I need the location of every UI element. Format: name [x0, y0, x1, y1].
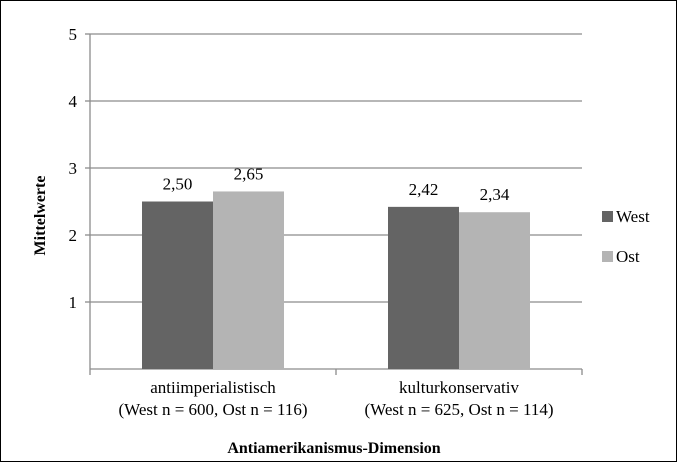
y-tick-label: 5	[69, 25, 78, 44]
bar-ost-2	[459, 212, 530, 369]
bar-ost-1	[213, 191, 284, 369]
legend-label-ost: Ost	[616, 247, 640, 266]
category-label-2-line-2: (West n = 625, Ost n = 114)	[364, 400, 553, 419]
y-tick-label: 4	[69, 92, 78, 111]
legend: West Ost	[602, 207, 650, 266]
y-tick-label: 2	[69, 226, 78, 245]
data-label-west-1: 2,50	[163, 175, 193, 194]
y-tick-label: 1	[69, 293, 78, 312]
legend-swatch-ost	[602, 251, 613, 262]
category-label-1-line-2: (West n = 600, Ost n = 116)	[118, 400, 307, 419]
bars	[142, 191, 530, 369]
y-axis-title: Mittelwerte	[32, 176, 49, 256]
data-label-west-2: 2,42	[409, 180, 439, 199]
x-axis-title: Antiamerikanismus-Dimension	[227, 440, 440, 457]
category-label-2-line-1: kulturkonservativ	[399, 378, 519, 397]
bar-west-1	[142, 201, 213, 369]
category-label-1-line-1: antiimperialistisch	[150, 378, 276, 397]
bar-west-2	[388, 206, 459, 369]
data-label-ost-1: 2,65	[234, 164, 264, 183]
y-tick-label: 3	[69, 159, 78, 178]
labels: 1 2 3 4 5 2,50 2,65 antiimperialistisch (West n …	[32, 25, 554, 457]
legend-swatch-west	[602, 211, 613, 222]
data-label-ost-2: 2,34	[480, 185, 510, 204]
legend-label-west: West	[616, 207, 650, 226]
